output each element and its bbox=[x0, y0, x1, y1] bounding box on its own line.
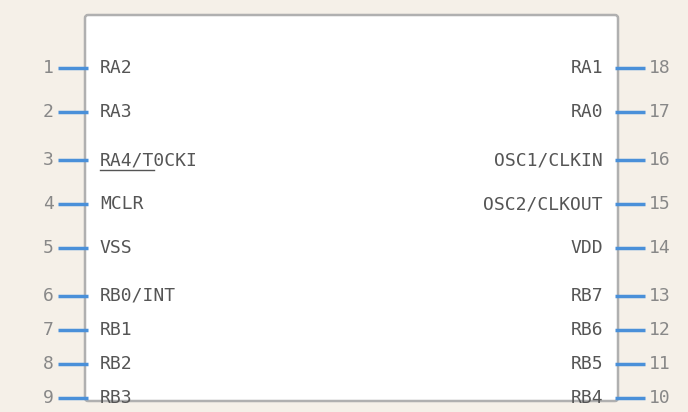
Text: RB1: RB1 bbox=[100, 321, 133, 339]
Text: RA3: RA3 bbox=[100, 103, 133, 121]
Text: 17: 17 bbox=[649, 103, 671, 121]
Text: 8: 8 bbox=[43, 355, 54, 373]
Text: 2: 2 bbox=[43, 103, 54, 121]
Text: 3: 3 bbox=[43, 151, 54, 169]
Text: RB3: RB3 bbox=[100, 389, 133, 407]
Text: 14: 14 bbox=[649, 239, 671, 257]
Text: 4: 4 bbox=[43, 195, 54, 213]
Text: VDD: VDD bbox=[570, 239, 603, 257]
Text: 18: 18 bbox=[649, 59, 671, 77]
Text: RB7: RB7 bbox=[570, 287, 603, 305]
Text: 15: 15 bbox=[649, 195, 671, 213]
Text: 13: 13 bbox=[649, 287, 671, 305]
Text: 9: 9 bbox=[43, 389, 54, 407]
Text: RA0: RA0 bbox=[570, 103, 603, 121]
Text: OSC2/CLKOUT: OSC2/CLKOUT bbox=[484, 195, 603, 213]
Text: 5: 5 bbox=[43, 239, 54, 257]
Text: 7: 7 bbox=[43, 321, 54, 339]
Text: 12: 12 bbox=[649, 321, 671, 339]
Text: 10: 10 bbox=[649, 389, 671, 407]
Text: RB0/INT: RB0/INT bbox=[100, 287, 176, 305]
Text: OSC1/CLKIN: OSC1/CLKIN bbox=[494, 151, 603, 169]
Text: 6: 6 bbox=[43, 287, 54, 305]
Text: RA2: RA2 bbox=[100, 59, 133, 77]
Text: 16: 16 bbox=[649, 151, 671, 169]
Text: RB6: RB6 bbox=[570, 321, 603, 339]
Text: RA1: RA1 bbox=[570, 59, 603, 77]
Text: RB2: RB2 bbox=[100, 355, 133, 373]
Text: MCLR: MCLR bbox=[100, 195, 144, 213]
Text: 1: 1 bbox=[43, 59, 54, 77]
Text: RB5: RB5 bbox=[570, 355, 603, 373]
FancyBboxPatch shape bbox=[85, 15, 618, 401]
Text: VSS: VSS bbox=[100, 239, 133, 257]
Text: RA4/T0CKI: RA4/T0CKI bbox=[100, 151, 198, 169]
Text: RB4: RB4 bbox=[570, 389, 603, 407]
Text: 11: 11 bbox=[649, 355, 671, 373]
